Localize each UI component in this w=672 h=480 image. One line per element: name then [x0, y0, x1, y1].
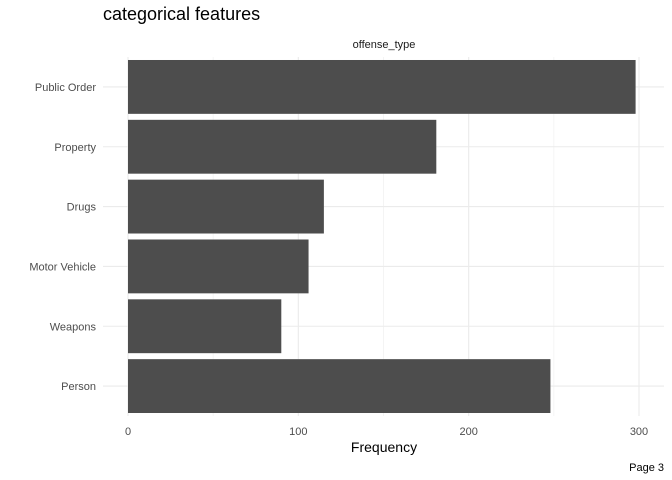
x-tick-label: 100 [289, 426, 307, 438]
y-tick-label: Property [54, 142, 96, 154]
bar [128, 179, 324, 234]
x-tick-label: 0 [125, 426, 131, 438]
page-number: Page 3 [629, 462, 664, 474]
bar [128, 299, 282, 354]
bar [128, 59, 636, 114]
x-axis-label: Frequency [351, 439, 417, 455]
y-tick-label: Public Order [35, 82, 96, 94]
bar [128, 119, 437, 174]
x-tick-label: 200 [459, 426, 477, 438]
y-tick-label: Weapons [50, 321, 97, 333]
bar [128, 359, 551, 414]
y-tick-label: Motor Vehicle [29, 261, 96, 273]
x-tick-label: 300 [630, 426, 648, 438]
facet-label: offense_type [353, 39, 416, 51]
bar [128, 239, 309, 294]
y-tick-label: Drugs [67, 202, 97, 214]
bars [128, 59, 636, 414]
x-tick-labels: 0 100 200 300 [125, 426, 648, 438]
chart-title: categorical features [103, 4, 260, 24]
y-tick-label: Person [61, 381, 96, 393]
y-tick-labels: Public Order Property Drugs Motor Vehicle We… [29, 82, 96, 393]
